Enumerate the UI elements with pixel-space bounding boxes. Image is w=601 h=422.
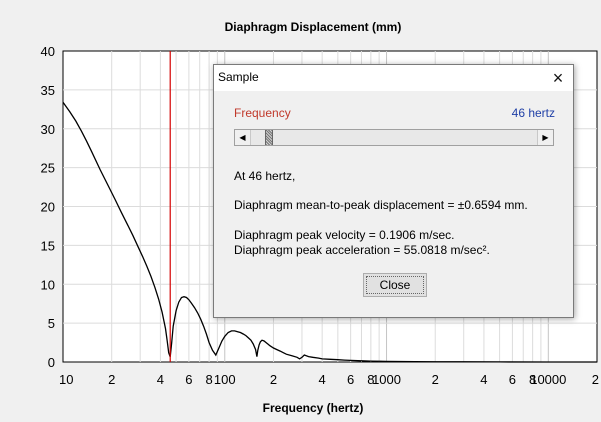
dialog-titlebar[interactable]: Sample ×: [214, 65, 573, 91]
x-tick-label: 6: [347, 372, 354, 387]
y-tick-label: 0: [48, 355, 55, 370]
acceleration-text: Diaphragm peak acceleration = 55.0818 m/…: [234, 243, 490, 257]
displacement-text: Diaphragm mean-to-peak displacement = ±0…: [234, 198, 528, 212]
x-tick-label: 4: [319, 372, 326, 387]
scrollbar-thumb[interactable]: [265, 130, 273, 145]
x-tick-label: 10000: [530, 372, 566, 387]
close-button[interactable]: Close: [363, 273, 427, 297]
x-tick-label: 10: [59, 372, 73, 387]
x-tick-label: 6: [509, 372, 516, 387]
x-axis-title: Frequency (hertz): [263, 401, 364, 415]
close-button-focus-ring: [366, 276, 424, 294]
dialog-title: Sample: [218, 70, 259, 84]
x-tick-label: 100: [214, 372, 236, 387]
y-axis-ticks: 0 5 10 15 20 25 30 35 40: [41, 44, 55, 370]
at-frequency-text: At 46 hertz,: [234, 169, 296, 183]
displacement-series-line: [62, 101, 597, 363]
x-tick-label: 2: [592, 372, 599, 387]
scroll-left-icon[interactable]: ◀: [235, 130, 251, 145]
y-tick-label: 35: [41, 83, 55, 98]
chart-title: Diaphragm Displacement (mm): [225, 20, 402, 34]
scroll-right-icon[interactable]: ▶: [537, 130, 553, 145]
frequency-scrollbar[interactable]: ◀ ▶: [234, 129, 554, 146]
x-tick-label: 4: [480, 372, 487, 387]
velocity-text: Diaphragm peak velocity = 0.1906 m/sec.: [234, 228, 455, 242]
y-tick-label: 20: [41, 200, 55, 215]
close-icon[interactable]: ×: [552, 68, 564, 88]
x-tick-label: 8: [529, 372, 536, 387]
x-tick-label: 4: [157, 372, 164, 387]
x-tick-label: 2: [432, 372, 439, 387]
x-tick-label: 8: [367, 372, 374, 387]
x-tick-label: 1000: [372, 372, 401, 387]
y-tick-label: 40: [41, 44, 55, 59]
y-tick-label: 25: [41, 161, 55, 176]
close-button-label: Close: [379, 278, 411, 292]
x-tick-label: 8: [205, 372, 212, 387]
frequency-label: Frequency: [234, 106, 291, 120]
y-tick-label: 5: [48, 316, 55, 331]
frequency-value: 46 hertz: [511, 106, 555, 120]
x-tick-label: 2: [270, 372, 277, 387]
y-tick-label: 15: [41, 238, 55, 253]
x-tick-label: 2: [108, 372, 115, 387]
x-tick-label: 6: [185, 372, 192, 387]
y-tick-label: 10: [41, 277, 55, 292]
y-tick-label: 30: [41, 122, 55, 137]
sample-dialog: Sample × Frequency 46 hertz ◀ ▶ At 46 he…: [213, 64, 574, 318]
